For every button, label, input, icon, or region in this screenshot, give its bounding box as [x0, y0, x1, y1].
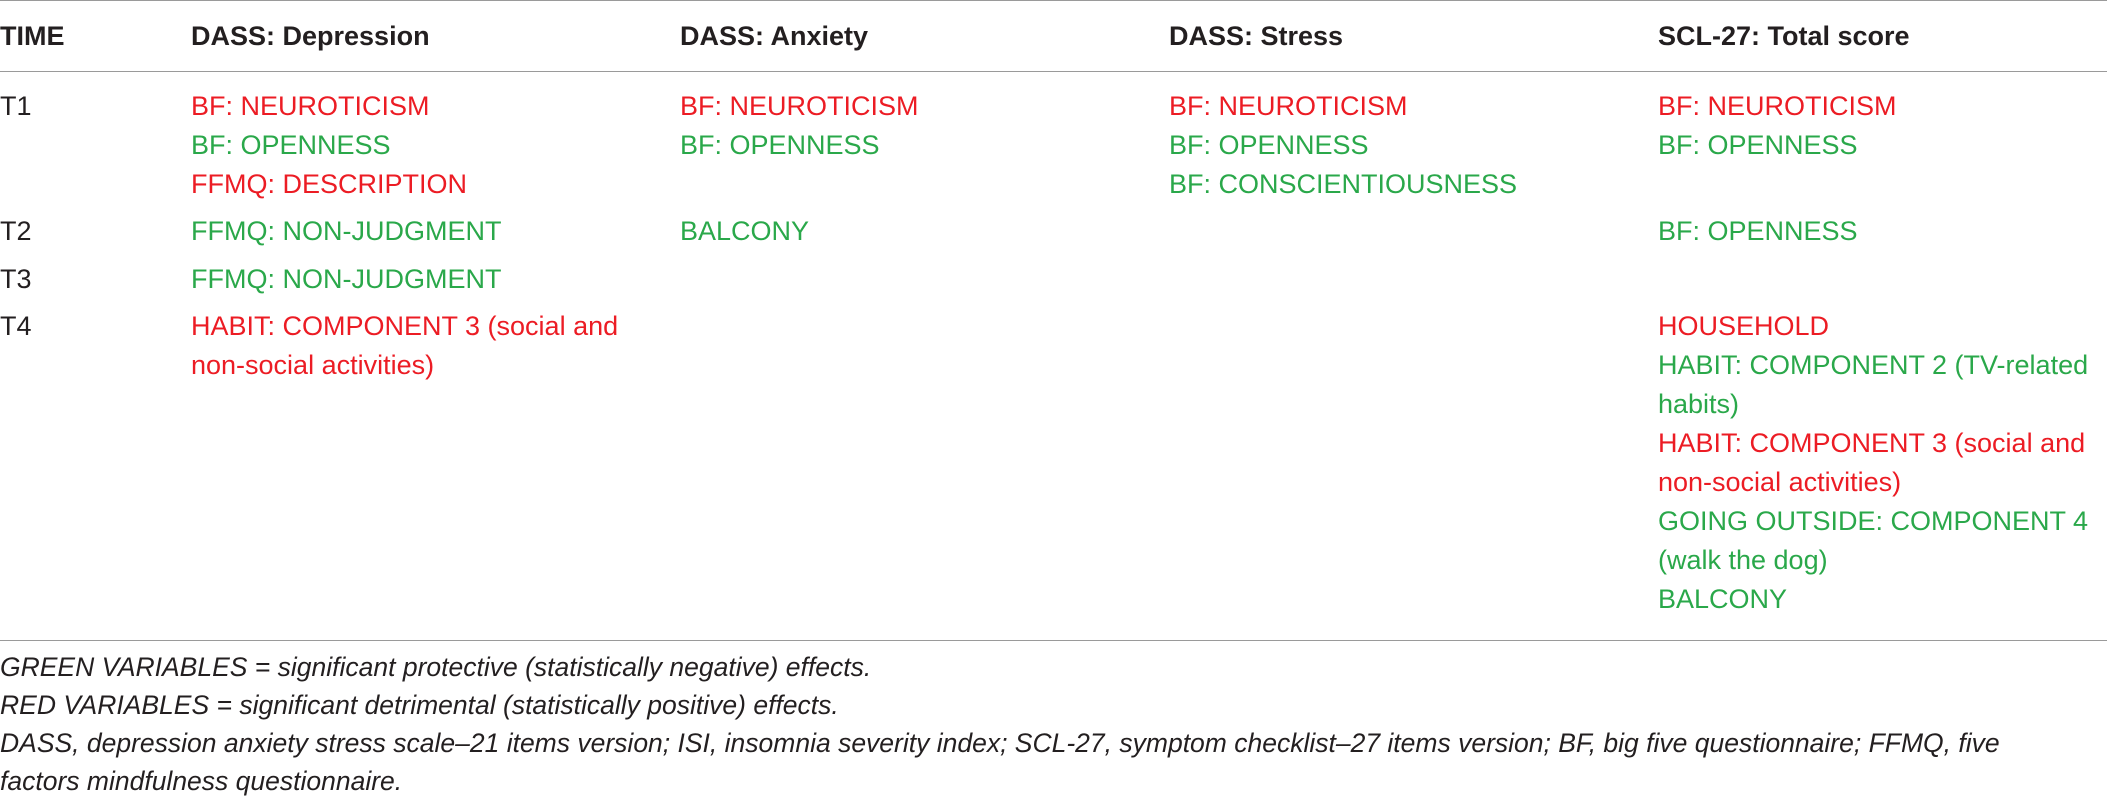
cell-t2-depression-1: FFMQ: NON-JUDGMENT	[191, 216, 502, 246]
note-abbreviations-1: DASS, depression anxiety stress scale–21…	[0, 728, 2000, 758]
cell-t4-scl-3: habits)	[1658, 389, 1740, 419]
cell-t4-scl-5: non-social activities)	[1658, 467, 1902, 497]
cell-t1-anxiety-2: BF: OPENNESS	[680, 130, 880, 160]
cell-t4-scl-6: GOING OUTSIDE: COMPONENT 4	[1658, 506, 2089, 536]
note-green-legend: GREEN VARIABLES = significant protective…	[0, 652, 872, 682]
header-dass-anxiety: DASS: Anxiety	[680, 21, 869, 51]
cell-t4-scl-4: HABIT: COMPONENT 3 (social and	[1658, 428, 2086, 458]
cell-t1-scl-1: BF: NEUROTICISM	[1658, 91, 1897, 121]
row-label-t2: T2	[0, 216, 32, 246]
row-label-t4: T4	[0, 311, 32, 341]
table-top-rule	[0, 0, 2107, 1]
cell-t4-scl-7: (walk the dog)	[1658, 545, 1828, 575]
row-label-t3: T3	[0, 264, 32, 294]
header-scl27-total: SCL-27: Total score	[1658, 21, 1910, 51]
row-label-t1: T1	[0, 91, 32, 121]
cell-t4-depression-2: non-social activities)	[191, 350, 435, 380]
cell-t2-anxiety-1: BALCONY	[680, 216, 810, 246]
cell-t4-scl-2: HABIT: COMPONENT 2 (TV-related	[1658, 350, 2089, 380]
cell-t2-scl-1: BF: OPENNESS	[1658, 216, 1858, 246]
footer-rule	[0, 640, 2107, 641]
note-red-legend: RED VARIABLES = significant detrimental …	[0, 690, 839, 720]
cell-t3-depression-1: FFMQ: NON-JUDGMENT	[191, 264, 502, 294]
cell-t4-depression-1: HABIT: COMPONENT 3 (social and	[191, 311, 619, 341]
header-time: TIME	[0, 21, 65, 51]
table-notes: GREEN VARIABLES = significant protective…	[0, 648, 2107, 800]
cell-t4-scl-1: HOUSEHOLD	[1658, 311, 1830, 341]
cell-t1-anxiety-1: BF: NEUROTICISM	[680, 91, 919, 121]
cell-t1-scl-2: BF: OPENNESS	[1658, 130, 1858, 160]
cell-t1-stress-1: BF: NEUROTICISM	[1169, 91, 1408, 121]
header-dass-depression: DASS: Depression	[191, 21, 430, 51]
header-rule	[0, 71, 2107, 72]
cell-t1-stress-3: BF: CONSCIENTIOUSNESS	[1169, 169, 1518, 199]
cell-t1-depression-1: BF: NEUROTICISM	[191, 91, 430, 121]
cell-t1-stress-2: BF: OPENNESS	[1169, 130, 1369, 160]
cell-t1-depression-2: BF: OPENNESS	[191, 130, 391, 160]
cell-t4-scl-8: BALCONY	[1658, 584, 1788, 614]
cell-t1-depression-3: FFMQ: DESCRIPTION	[191, 169, 467, 199]
note-abbreviations-2: factors mindfulness questionnaire.	[0, 766, 403, 796]
header-dass-stress: DASS: Stress	[1169, 21, 1344, 51]
